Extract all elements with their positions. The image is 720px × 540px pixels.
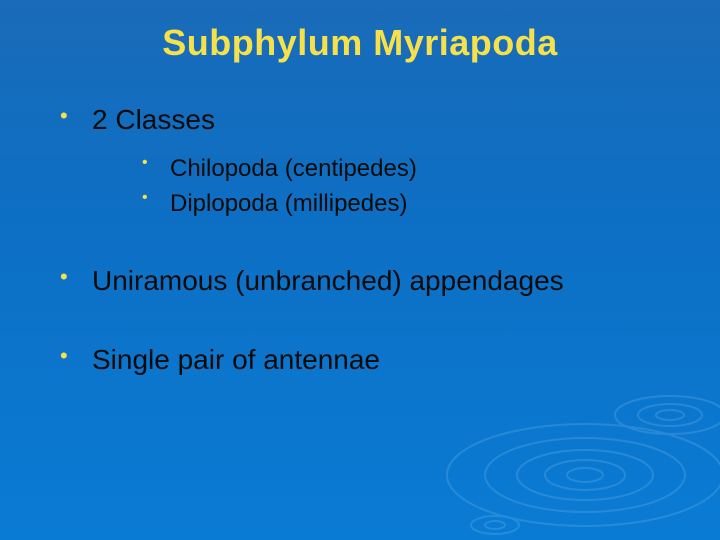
slide-title: Subphylum Myriapoda <box>48 22 672 64</box>
sub-bullet-item: Diplopoda (millipedes) <box>142 188 672 219</box>
bullet-item: 2 Classes Chilopoda (centipedes) Diplopo… <box>60 102 672 219</box>
sub-bullet-list: Chilopoda (centipedes) Diplopoda (millip… <box>92 153 672 219</box>
bullet-text: Uniramous (unbranched) appendages <box>92 265 564 296</box>
bullet-list: 2 Classes Chilopoda (centipedes) Diplopo… <box>48 102 672 377</box>
bullet-text: 2 Classes <box>92 104 215 135</box>
sub-bullet-text: Diplopoda (millipedes) <box>170 190 407 217</box>
sub-bullet-item: Chilopoda (centipedes) <box>142 153 672 184</box>
bullet-item: Uniramous (unbranched) appendages <box>60 263 672 298</box>
sub-bullet-text: Chilopoda (centipedes) <box>170 155 417 182</box>
bullet-text: Single pair of antennae <box>92 344 380 375</box>
bullet-item: Single pair of antennae <box>60 342 672 377</box>
slide: Subphylum Myriapoda 2 Classes Chilopoda … <box>0 0 720 540</box>
